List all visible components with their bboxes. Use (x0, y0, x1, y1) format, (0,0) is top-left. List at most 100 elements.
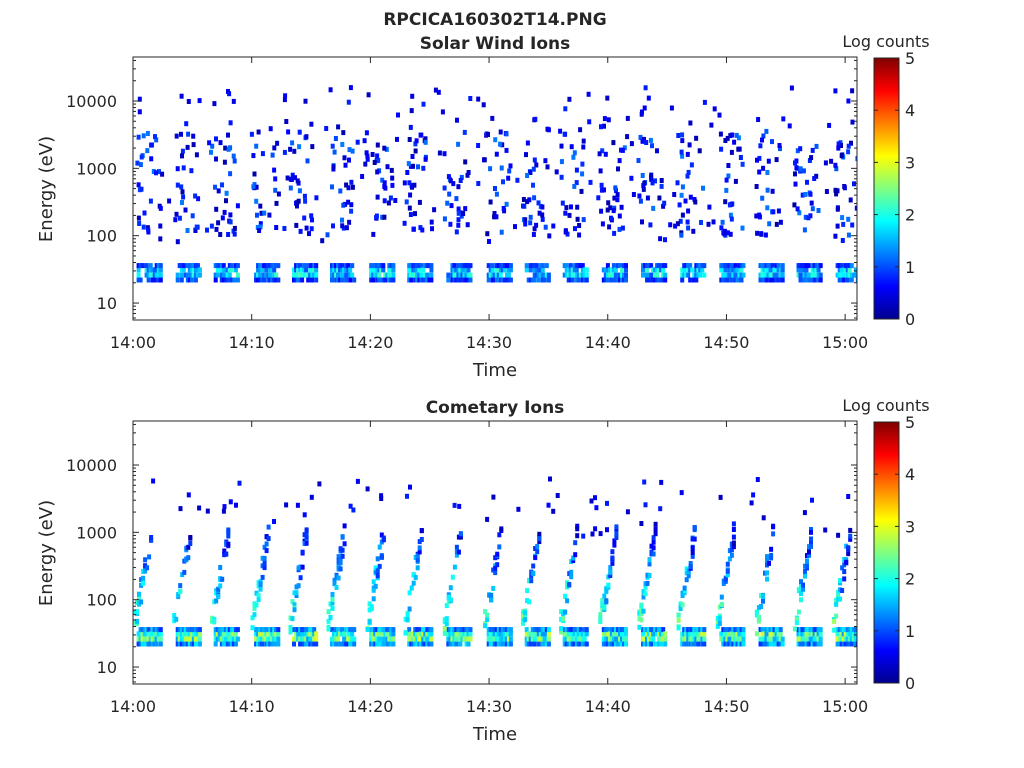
heatmap-cell (544, 263, 549, 269)
heatmap-cell (719, 146, 724, 152)
heatmap-cell (468, 627, 473, 633)
heatmap-cell (176, 592, 181, 597)
heatmap-cell (494, 277, 499, 283)
heatmap-cell (687, 142, 692, 148)
heatmap-cell (382, 214, 387, 220)
heatmap-cell (806, 263, 811, 269)
heatmap-cell (524, 263, 529, 269)
heatmap-cell (224, 198, 228, 204)
heatmap-cell (297, 188, 302, 194)
heatmap-cell (231, 153, 236, 159)
heatmap-cell (508, 627, 513, 633)
heatmap-cell (558, 128, 563, 134)
heatmap-cell (375, 277, 380, 283)
heatmap-cell (364, 150, 369, 156)
heatmap-cell (833, 88, 838, 94)
heatmap-cell (658, 506, 663, 512)
heatmap-cell (740, 225, 745, 231)
x-tick-label: 14:30 (466, 333, 512, 352)
heatmap-cell (649, 263, 654, 269)
heatmap-cell (525, 598, 530, 604)
heatmap-cell (374, 213, 379, 219)
heatmap-cell (770, 277, 775, 283)
heatmap-cell (466, 641, 471, 647)
heatmap-cell (676, 612, 681, 618)
heatmap-cell (508, 636, 513, 642)
heatmap-cell (536, 277, 541, 283)
heatmap-cell (726, 163, 731, 168)
heatmap-cell (382, 145, 387, 151)
heatmap-cell (603, 636, 608, 642)
heatmap-cell (268, 126, 273, 132)
heatmap-cell (728, 212, 733, 218)
heatmap-cell (680, 184, 685, 190)
heatmap-cell (676, 133, 681, 138)
heatmap-cell (304, 225, 309, 231)
heatmap-cell (365, 486, 370, 492)
heatmap-cell (197, 272, 202, 278)
heatmap-cell (733, 272, 738, 278)
heatmap-cell (836, 145, 841, 151)
heatmap-cell (381, 263, 386, 269)
heatmap-cell (158, 641, 163, 647)
heatmap-cell (448, 585, 453, 591)
heatmap-cell (344, 225, 349, 231)
heatmap-cell (375, 631, 380, 637)
heatmap-cell (836, 593, 841, 599)
heatmap-cell (699, 220, 703, 225)
heatmap-cell (330, 591, 335, 597)
heatmap-cell (567, 582, 572, 587)
heatmap-cell (334, 641, 339, 647)
heatmap-cell (149, 142, 154, 148)
heatmap-cell (590, 531, 595, 537)
heatmap-cell (609, 215, 613, 221)
heatmap-cell (494, 151, 499, 157)
heatmap-cell (564, 205, 569, 211)
heatmap-cell (375, 263, 380, 269)
heatmap-cell (515, 177, 520, 183)
heatmap-cell (849, 277, 854, 283)
heatmap-cell (371, 579, 376, 585)
heatmap-cell (421, 267, 426, 273)
heatmap-cell (494, 191, 499, 197)
heatmap-cell (216, 220, 221, 226)
heatmap-cell (300, 549, 305, 555)
heatmap-cell (544, 631, 549, 637)
heatmap-cell (610, 560, 615, 566)
heatmap-cell (221, 272, 226, 278)
heatmap-cell (798, 277, 803, 283)
heatmap-cell (777, 143, 782, 148)
heatmap-cell (806, 215, 811, 221)
heatmap-cell (177, 627, 182, 633)
heatmap-cell (584, 631, 589, 637)
heatmap-cell (421, 627, 426, 633)
heatmap-cell (499, 526, 504, 532)
heatmap-cell (302, 215, 307, 221)
heatmap-cell (846, 494, 851, 499)
heatmap-cell (492, 641, 497, 647)
heatmap-cell (330, 184, 334, 190)
heatmap-cell (458, 272, 463, 278)
heatmap-cell (818, 627, 823, 633)
heatmap-cell (805, 558, 809, 564)
heatmap-cell (146, 641, 151, 647)
heatmap-cell (622, 145, 627, 151)
heatmap-cell (816, 631, 821, 637)
heatmap-cell (214, 226, 219, 232)
heatmap-cell (803, 192, 808, 197)
heatmap-cell (310, 277, 315, 283)
heatmap-cell (760, 137, 764, 143)
heatmap-cell (796, 587, 801, 593)
heatmap-cell (468, 631, 473, 637)
heatmap-cell (391, 636, 396, 642)
heatmap-cell (272, 167, 277, 173)
heatmap-cell (563, 106, 568, 112)
heatmap-cell (488, 199, 493, 205)
heatmap-cell (226, 232, 231, 237)
heatmap-cell (332, 636, 336, 642)
heatmap-cell (644, 140, 649, 145)
x-tick-label: 14:50 (703, 333, 749, 352)
heatmap-cell (142, 210, 147, 216)
heatmap-cell (367, 601, 372, 607)
heatmap-cell (341, 130, 346, 136)
